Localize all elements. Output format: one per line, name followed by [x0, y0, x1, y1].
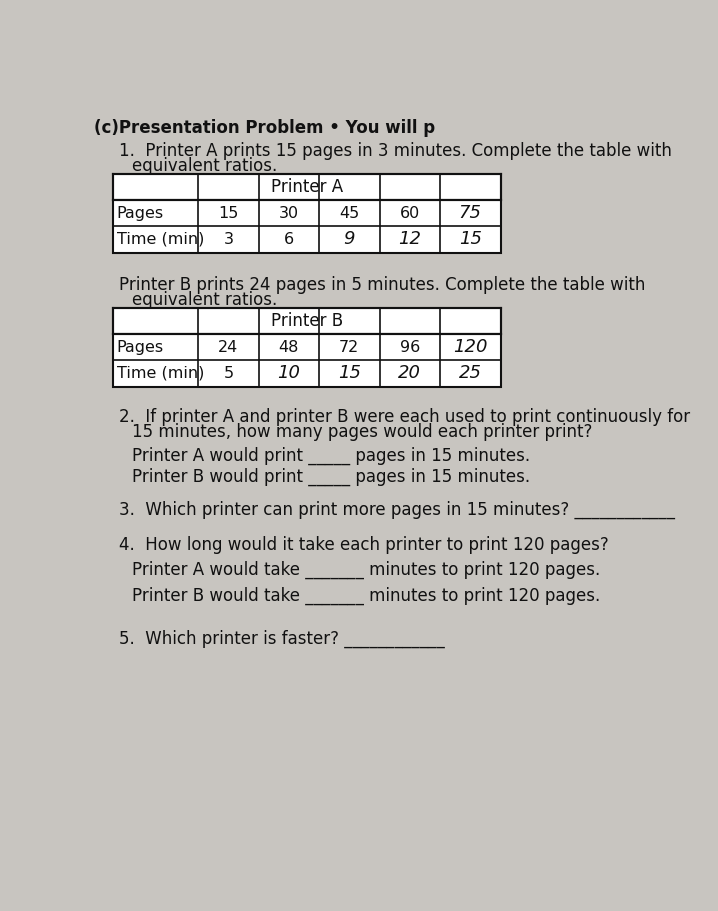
Bar — [113, 200, 500, 252]
Text: Time (min): Time (min) — [117, 232, 204, 247]
Text: equivalent ratios.: equivalent ratios. — [131, 157, 277, 175]
Text: 9: 9 — [344, 230, 355, 249]
Text: 5.  Which printer is faster? ____________: 5. Which printer is faster? ____________ — [119, 630, 445, 648]
Text: Printer A: Printer A — [271, 178, 342, 196]
Text: 72: 72 — [339, 340, 360, 354]
Text: Printer A would print _____ pages in 15 minutes.: Printer A would print _____ pages in 15 … — [131, 446, 530, 465]
Text: 75: 75 — [459, 204, 482, 222]
Text: 2.  If printer A and printer B were each used to print continuously for: 2. If printer A and printer B were each … — [119, 408, 690, 426]
Text: Printer B: Printer B — [271, 312, 342, 330]
Text: Pages: Pages — [117, 340, 164, 354]
Bar — [113, 174, 500, 252]
Text: Printer B would print _____ pages in 15 minutes.: Printer B would print _____ pages in 15 … — [131, 468, 530, 486]
Text: 15: 15 — [459, 230, 482, 249]
Text: Pages: Pages — [117, 206, 164, 220]
Text: 24: 24 — [218, 340, 238, 354]
Text: Printer B would take _______ minutes to print 120 pages.: Printer B would take _______ minutes to … — [131, 587, 600, 605]
Text: 6: 6 — [284, 232, 294, 247]
Text: 5: 5 — [223, 366, 233, 381]
Text: 45: 45 — [339, 206, 360, 220]
Bar — [113, 308, 500, 334]
Text: 48: 48 — [279, 340, 299, 354]
Text: 120: 120 — [453, 338, 488, 356]
Text: 20: 20 — [398, 364, 421, 383]
Bar — [113, 308, 500, 386]
Text: 60: 60 — [400, 206, 420, 220]
Text: 25: 25 — [459, 364, 482, 383]
Text: Printer B prints 24 pages in 5 minutes. Complete the table with: Printer B prints 24 pages in 5 minutes. … — [119, 276, 645, 293]
Text: 10: 10 — [277, 364, 300, 383]
Text: 15 minutes, how many pages would each printer print?: 15 minutes, how many pages would each pr… — [131, 424, 592, 442]
Text: 3.  Which printer can print more pages in 15 minutes? ____________: 3. Which printer can print more pages in… — [119, 500, 675, 518]
Text: 96: 96 — [400, 340, 420, 354]
Bar — [113, 174, 500, 200]
Text: 3: 3 — [223, 232, 233, 247]
Text: 30: 30 — [279, 206, 299, 220]
Text: 15: 15 — [218, 206, 238, 220]
Bar — [113, 334, 500, 386]
Text: Time (min): Time (min) — [117, 366, 204, 381]
Text: 4.  How long would it take each printer to print 120 pages?: 4. How long would it take each printer t… — [119, 536, 609, 554]
Text: 15: 15 — [338, 364, 361, 383]
Text: (c)Presentation Problem • You will p: (c)Presentation Problem • You will p — [93, 118, 435, 137]
Text: Printer A would take _______ minutes to print 120 pages.: Printer A would take _______ minutes to … — [131, 560, 600, 578]
Text: 1.  Printer A prints 15 pages in 3 minutes. Complete the table with: 1. Printer A prints 15 pages in 3 minute… — [119, 141, 672, 159]
Text: 12: 12 — [398, 230, 421, 249]
Text: equivalent ratios.: equivalent ratios. — [131, 291, 277, 309]
